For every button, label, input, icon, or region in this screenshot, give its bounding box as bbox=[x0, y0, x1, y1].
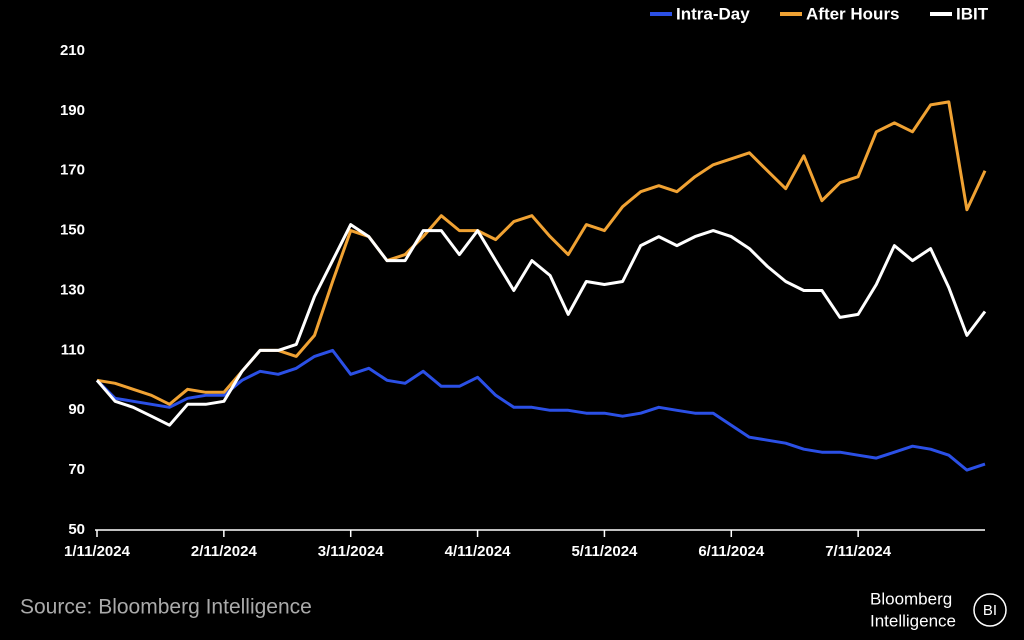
x-tick-label: 2/11/2024 bbox=[191, 543, 258, 560]
y-tick-label: 150 bbox=[60, 222, 85, 239]
y-tick-label: 50 bbox=[68, 521, 85, 538]
line-series bbox=[95, 223, 987, 427]
x-tick-label: 7/11/2024 bbox=[825, 543, 892, 560]
y-tick-label: 210 bbox=[60, 42, 85, 59]
y-tick-label: 90 bbox=[68, 401, 85, 418]
legend-label: After Hours bbox=[806, 4, 900, 23]
y-tick-label: 110 bbox=[61, 341, 85, 358]
x-tick-label: 1/11/2024 bbox=[64, 543, 131, 560]
logo-badge bbox=[973, 593, 1007, 627]
line-series bbox=[95, 348, 986, 472]
x-tick-label: 5/11/2024 bbox=[571, 543, 638, 560]
line-series bbox=[96, 100, 987, 406]
legend-label: IBIT bbox=[956, 4, 989, 23]
logo-line2: Intelligence bbox=[870, 611, 956, 630]
logo-badge-text: BI bbox=[983, 602, 997, 619]
y-tick-label: 130 bbox=[60, 281, 85, 298]
x-tick-label: 3/11/2024 bbox=[318, 543, 385, 560]
legend-label: Intra-Day bbox=[676, 4, 750, 23]
logo-line1: Bloomberg bbox=[870, 589, 952, 608]
source: Source: Bloomberg Intelligence bbox=[20, 596, 312, 619]
x-tick-label: 4/11/2024 bbox=[445, 543, 512, 560]
y-tick-label: 190 bbox=[60, 102, 85, 119]
y-tick-label: 70 bbox=[68, 461, 85, 478]
y-tick-label: 170 bbox=[60, 162, 85, 179]
x-tick-label: 6/11/2024 bbox=[698, 543, 765, 560]
